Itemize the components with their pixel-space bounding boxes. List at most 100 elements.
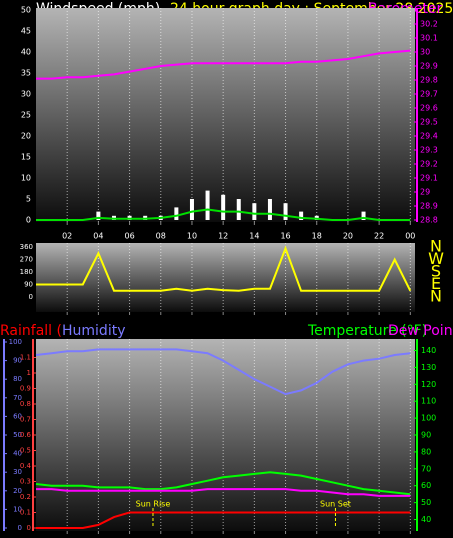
bar: [205, 190, 210, 220]
bar: [267, 199, 272, 220]
y-tick-label: 28.8: [420, 216, 438, 225]
y-tick-label: 270: [20, 256, 33, 264]
x-tick-label: 14: [249, 232, 259, 241]
bar: [361, 211, 366, 220]
y-tick-label: 29.7: [420, 90, 438, 99]
y-tick-label: 60: [421, 481, 431, 490]
series-title: Dew Point: [388, 323, 453, 339]
bar: [236, 199, 241, 220]
x-tick-label: 04: [93, 232, 103, 241]
y-tick-label: 0: [26, 216, 31, 225]
y-tick-label: 0.8: [20, 400, 31, 408]
y-tick-label: 29.5: [420, 118, 438, 127]
y-tick-label: 40: [13, 450, 22, 458]
y-tick-label: 10: [21, 174, 31, 183]
y-tick-label: W: [428, 249, 444, 268]
y-tick-label: 1.1: [20, 354, 31, 362]
y-tick-label: 0.2: [20, 493, 31, 501]
y-tick-label: 20: [21, 132, 31, 141]
y-tick-label: 0.6: [20, 431, 32, 439]
series-line: [35, 348, 411, 396]
y-tick-label: 120: [421, 380, 436, 389]
y-tick-label: S: [431, 262, 441, 281]
y-tick-label: 0: [18, 524, 22, 532]
y-tick-label: 80: [13, 375, 22, 383]
series-line: [36, 488, 411, 497]
y-tick-label: 25: [21, 111, 31, 120]
x-tick-label: 10: [187, 232, 197, 241]
y-tick-label: 0: [29, 293, 33, 301]
y-tick-label: 140: [421, 346, 436, 355]
y-tick-label: 40: [21, 48, 31, 57]
series-title: Rainfall (: [0, 323, 62, 339]
bar: [189, 199, 194, 220]
bar: [174, 207, 179, 220]
y-tick-label: 360: [20, 243, 33, 251]
y-tick-label: 30: [13, 468, 22, 476]
x-tick-label: 02: [62, 232, 72, 241]
x-tick-label: 12: [218, 232, 228, 241]
y-tick-label: 5: [26, 195, 31, 204]
series-line: [36, 245, 412, 292]
y-tick-label: 130: [421, 363, 436, 372]
series-line: [35, 471, 411, 496]
y-tick-label: 100: [421, 414, 436, 423]
series-line: [36, 511, 411, 529]
x-tick-label: 06: [124, 232, 134, 241]
y-tick-label: 60: [13, 412, 22, 420]
y-tick-label: 35: [21, 69, 31, 78]
y-tick-label: 90: [421, 431, 431, 440]
annotation: Sun Rise: [136, 500, 171, 509]
x-tick-label: 18: [312, 232, 322, 241]
y-tick-label: 45: [21, 27, 31, 36]
y-tick-label: 30: [420, 48, 430, 57]
y-tick-label: 80: [421, 447, 431, 456]
y-tick-label: 0: [27, 524, 31, 532]
y-tick-label: 70: [13, 394, 22, 402]
y-tick-label: 0.3: [20, 478, 31, 486]
y-tick-label: 30.2: [420, 20, 438, 29]
series-line: [36, 208, 411, 221]
y-tick-label: 29.8: [420, 76, 438, 85]
y-tick-label: 29: [420, 188, 430, 197]
y-tick-label: 10: [13, 505, 22, 513]
x-tick-label: 22: [374, 232, 384, 241]
annotation: Sun Set: [320, 500, 351, 509]
plot-area: [36, 8, 415, 222]
y-tick-label: 90: [13, 357, 22, 365]
plot-area: [36, 339, 415, 531]
y-tick-label: 30: [21, 90, 31, 99]
y-tick-label: E: [431, 274, 441, 293]
y-tick-label: 0.7: [20, 416, 31, 424]
bar: [299, 211, 304, 220]
y-tick-label: 70: [421, 464, 431, 473]
y-tick-label: 20: [13, 487, 22, 495]
y-tick-label: 1: [27, 369, 31, 377]
y-tick-label: 40: [421, 515, 431, 524]
y-tick-label: 29.9: [420, 62, 438, 71]
y-tick-label: 50: [13, 431, 22, 439]
bar: [221, 194, 226, 220]
x-tick-label: 00: [405, 232, 415, 241]
x-tick-label: 20: [343, 232, 353, 241]
y-tick-label: 0.1: [20, 509, 31, 517]
plot-area: [36, 243, 415, 312]
y-tick-label: 100: [9, 338, 22, 346]
y-tick-label: 0.4: [20, 462, 32, 470]
y-tick-label: 29.6: [420, 104, 438, 113]
y-tick-label: 180: [20, 268, 33, 276]
y-tick-label: 0.9: [20, 385, 31, 393]
bar: [96, 211, 101, 220]
y-tick-label: 110: [421, 397, 436, 406]
series-line: [36, 49, 411, 80]
y-tick-label: N: [430, 237, 442, 256]
bar: [283, 203, 288, 220]
y-tick-label: 30.1: [420, 34, 438, 43]
y-tick-label: 29.2: [420, 160, 438, 169]
y-tick-label: 50: [421, 498, 431, 507]
y-tick-label: N: [430, 287, 442, 306]
y-tick-label: 15: [21, 153, 31, 162]
series-title: Humidity: [62, 323, 125, 339]
y-tick-label: 28.9: [420, 202, 438, 211]
